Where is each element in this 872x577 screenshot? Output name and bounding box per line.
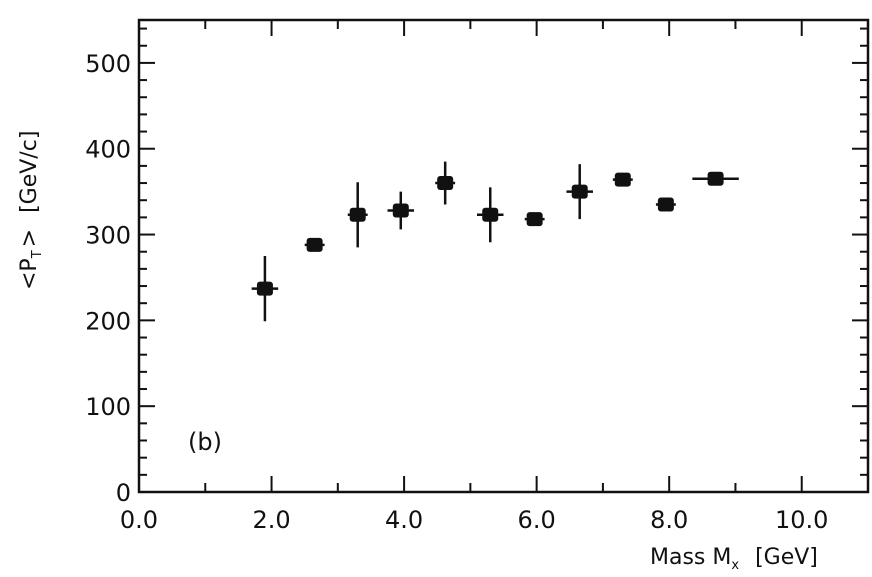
point-marker [437, 176, 454, 191]
y-tick-label: 0 [116, 479, 131, 507]
y-axis-title-main: <P [17, 258, 42, 290]
plot-frame [137, 18, 870, 494]
y-axis-title: <PT > [GeV/c] [17, 131, 45, 290]
point-marker [707, 171, 724, 186]
data-point [692, 171, 739, 186]
data-points [251, 161, 739, 322]
tick-marks [138, 20, 869, 493]
x-tick-label: 2.0 [252, 506, 290, 534]
x-tick-label: 4.0 [385, 506, 423, 534]
x-axis-title: Mass Mx [GeV] [650, 545, 818, 573]
x-axis-title-main: Mass M [650, 545, 731, 570]
data-point [435, 161, 456, 205]
data-point [524, 212, 545, 227]
data-point [476, 187, 504, 243]
y-tick-label: 500 [85, 50, 131, 78]
point-marker [526, 212, 543, 227]
point-marker [614, 172, 631, 187]
point-marker [392, 203, 409, 218]
point-marker [256, 281, 273, 296]
y-axis-title-subscript: T [30, 250, 45, 259]
y-tick-label: 300 [85, 222, 131, 250]
y-tick-labels: 0 100 200 300 400 500 [85, 50, 131, 507]
x-axis-title-unit: [GeV] [755, 545, 818, 570]
data-point [347, 182, 368, 248]
data-point [655, 197, 676, 212]
y-tick-label: 100 [85, 393, 131, 421]
x-tick-label: 10.0 [775, 506, 828, 534]
x-tick-label: 6.0 [518, 506, 556, 534]
x-tick-label: 8.0 [650, 506, 688, 534]
point-marker [482, 207, 499, 222]
point-marker [657, 197, 674, 212]
point-marker [349, 207, 366, 222]
data-point [304, 237, 325, 252]
data-point [387, 191, 415, 230]
panel-label: (b) [188, 428, 222, 456]
y-tick-label: 200 [85, 307, 131, 335]
x-tick-label: 0.0 [120, 506, 158, 534]
data-point [251, 256, 279, 322]
data-point [612, 172, 633, 187]
point-marker [571, 184, 588, 199]
point-marker [306, 237, 323, 252]
x-axis-title-subscript: x [731, 558, 739, 573]
y-axis-title-close: > [17, 229, 42, 247]
y-tick-label: 400 [85, 136, 131, 164]
data-point [566, 164, 593, 220]
x-tick-labels: 0.0 2.0 4.0 6.0 8.0 10.0 [120, 506, 829, 534]
y-axis-title-unit: [GeV/c] [17, 131, 42, 213]
